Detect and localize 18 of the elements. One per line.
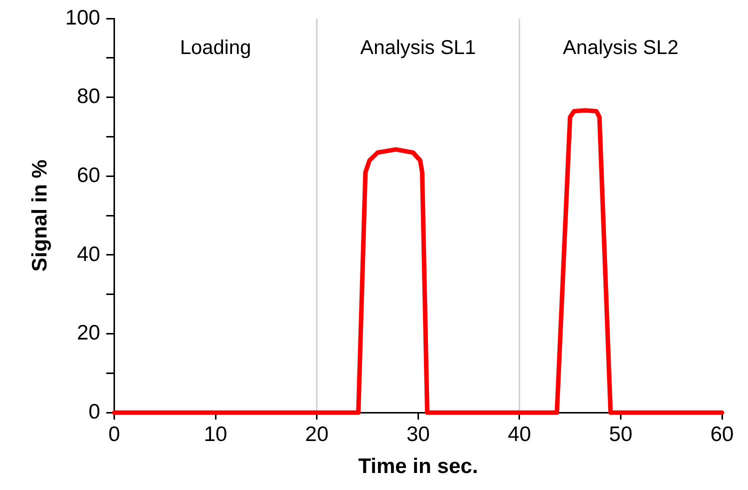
x-tick-label: 0 — [108, 422, 120, 446]
y-tick-label: 80 — [76, 85, 100, 108]
y-tick-label: 60 — [76, 164, 100, 187]
annotation: Analysis SL1 — [360, 37, 476, 60]
x-tick-label: 20 — [305, 422, 329, 446]
x-tick-label: 30 — [406, 422, 430, 446]
x-tick-label: 60 — [710, 422, 734, 446]
annotation: Analysis SL2 — [562, 37, 679, 60]
x-tick-label: 10 — [204, 422, 228, 446]
x-tick-label: 50 — [609, 422, 632, 446]
y-tick-label: 20 — [76, 322, 100, 345]
x-axis-title: Time in sec. — [358, 455, 478, 478]
annotation: Loading — [180, 37, 252, 60]
y-tick-label: 40 — [76, 242, 100, 266]
x-tick-label: 40 — [508, 422, 532, 446]
y-tick-label: 100 — [65, 6, 100, 30]
y-tick-label: 0 — [88, 400, 100, 424]
y-axis-title: Signal in % — [28, 159, 52, 272]
